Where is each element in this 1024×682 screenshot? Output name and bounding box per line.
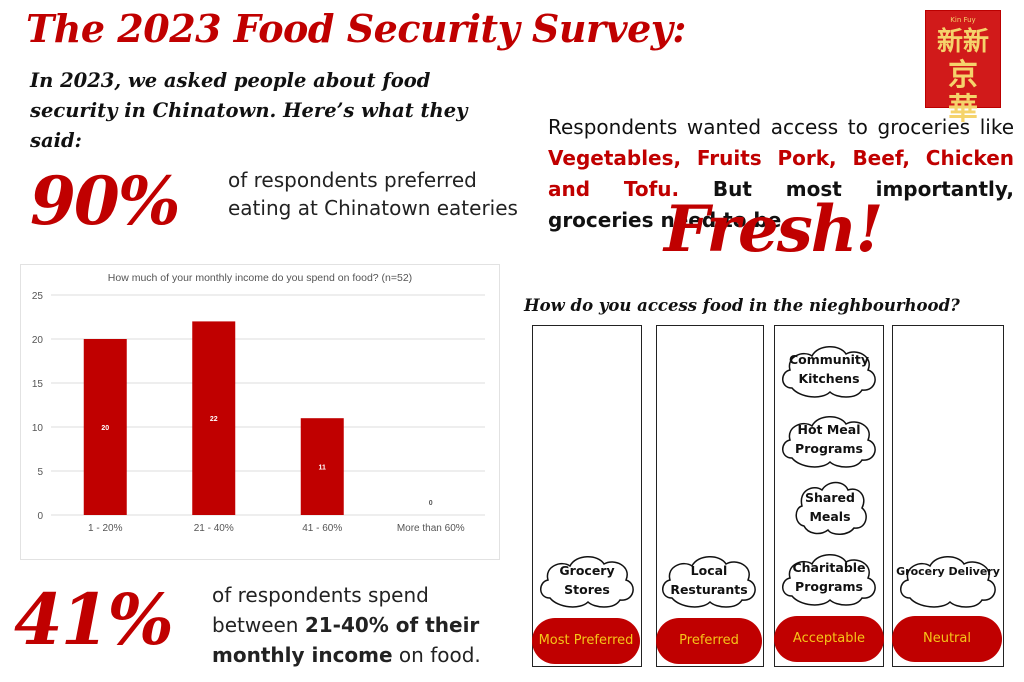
cloud-grocery-delivery: Grocery Delivery [896,552,1000,608]
bar-1 [192,321,236,515]
stat-41-pre: of respondents spend between [212,583,429,637]
stat-41-value: 41% [14,578,174,661]
cloud-label: Grocery Stores [559,563,615,597]
cloud-label: Community Kitchens [788,352,870,386]
y-tick-label: 0 [37,511,43,522]
groceries-mid: But most importantly, groceries need to … [548,177,1014,232]
groceries-items: Vegetables, Fruits Pork, Beef, Chicken a… [548,146,1014,201]
bar-0 [83,339,127,515]
logo-top-text: Kin Fuy [950,16,976,24]
page-title: The 2023 Food Security Survey: [26,6,686,51]
stat-90-value: 90% [30,162,181,240]
y-tick-label: 25 [32,291,44,302]
groceries-text: Respondents wanted access to groceries l… [548,112,1014,236]
x-tick-label: 41 - 60% [302,523,342,534]
cloud-label: Hot Meal Programs [795,422,863,456]
x-tick-label: More than 60% [397,523,465,534]
chart-title: How much of your monthly income do you s… [108,272,412,284]
stat-41-post: on food. [392,643,481,667]
stat-41-bold: 21-40% of their monthly income [212,613,480,667]
logo-line-1: 新新 [936,27,989,57]
fresh-emphasis: Fresh! [664,192,883,267]
column-neutral [892,325,1004,667]
y-tick-label: 20 [32,335,44,346]
y-tick-label: 15 [32,379,44,390]
cloud-label: Charitable Programs [792,560,866,594]
logo: Kin Fuy 新新 京 華 [925,10,1001,127]
stat-41-text: of respondents spend between 21-40% of t… [212,580,512,670]
access-question: How do you access food in the nieghbourh… [524,296,960,315]
pill-preferred: Preferred [656,618,762,664]
groceries-pre: Respondents wanted access to groceries l… [548,115,1014,139]
y-tick-label: 5 [37,467,43,478]
cloud-community-kitchens: Community Kitchens [778,342,880,398]
cloud-label: Shared Meals [805,490,855,524]
logo-line-2: 京 [948,58,978,93]
cloud-charitable-programs: Charitable Programs [778,550,880,606]
column-preferred [656,325,764,667]
bar-chart-svg: How much of your monthly income do you s… [32,272,485,534]
intro-text: In 2023, we asked people about food secu… [30,69,468,152]
pill-acceptable: Acceptable [774,616,884,662]
data-label: 11 [319,465,327,472]
x-tick-label: 1 - 20% [88,523,123,534]
y-tick-label: 10 [32,423,44,434]
bar-2 [300,418,344,515]
pill-most-preferred: Most Preferred [532,618,640,664]
cloud-grocery-stores: Grocery Stores [536,552,638,608]
cloud-hot-meal-programs: Hot Meal Programs [778,412,880,468]
column-most-preferred [532,325,642,667]
data-label: 20 [101,425,109,432]
stat-90-text: of respondents preferred eating at China… [228,168,518,220]
pill-neutral: Neutral [892,616,1002,662]
data-label: 22 [210,416,218,423]
x-tick-label: 21 - 40% [194,523,234,534]
logo-line-3: 華 [948,92,978,127]
data-label: 0 [429,500,433,507]
cloud-shared-meals: Shared Meals [792,478,868,536]
cloud-local-resturants: Local Resturants [658,552,760,608]
income-chart: How much of your monthly income do you s… [20,264,500,560]
cloud-label: Grocery Delivery [896,565,1000,578]
cloud-label: Local Resturants [670,563,748,597]
